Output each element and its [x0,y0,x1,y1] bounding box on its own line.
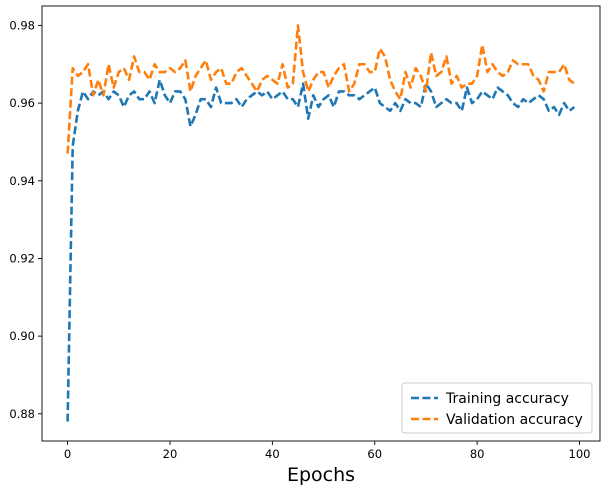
y-tick-label: 0.94 [9,174,35,188]
x-axis-ticks: 0 20 40 60 80 100 [64,441,591,461]
y-axis-ticks: 0.88 0.90 0.92 0.94 0.96 0.98 [9,18,42,421]
y-tick-label: 0.90 [9,329,35,343]
legend: Training accuracy Validation accuracy [401,382,593,434]
y-tick-label: 0.98 [9,18,35,32]
x-tick-label: 60 [367,447,382,461]
x-axis-title: Epochs [287,464,355,486]
legend-label-validation-accuracy: Validation accuracy [446,412,583,428]
x-tick-label: 80 [470,447,485,461]
y-tick-label: 0.92 [9,251,35,265]
x-tick-label: 20 [163,447,178,461]
x-tick-label: 40 [265,447,280,461]
series-line-validation-accuracy [66,24,576,154]
x-tick-label: 0 [64,447,71,461]
series-layer [66,24,576,422]
y-tick-label: 0.88 [9,407,35,421]
legend-box [401,382,593,434]
plot-area [41,5,601,442]
y-tick-label: 0.96 [9,96,35,110]
legend-label-training-accuracy: Training accuracy [445,391,569,407]
x-tick-label: 100 [569,447,591,461]
series-line-training-accuracy [66,78,576,422]
